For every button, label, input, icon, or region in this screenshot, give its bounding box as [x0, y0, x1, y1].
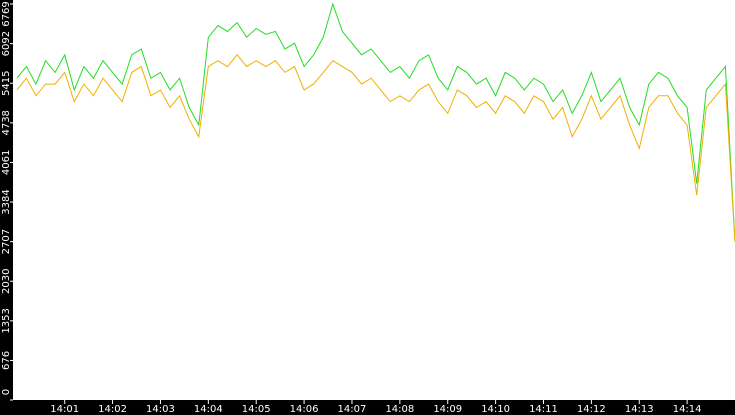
x-tick-label: 14:04 — [194, 404, 223, 415]
y-tick-label: 3384 — [1, 189, 12, 214]
y-tick-label: 4061 — [1, 150, 12, 175]
x-tick-label: 14:09 — [433, 404, 462, 415]
x-tick-label: 14:14 — [673, 404, 702, 415]
x-tick-label: 14:11 — [529, 404, 558, 415]
series-line — [16, 54, 735, 243]
y-tick-label: 2030 — [1, 269, 12, 294]
y-tick-label: 1353 — [1, 308, 12, 333]
x-tick-label: 14:12 — [577, 404, 606, 415]
y-tick-label: 4738 — [1, 110, 12, 135]
x-tick-label: 14:07 — [338, 404, 367, 415]
plot-area — [13, 0, 735, 400]
x-tick-label: 14:06 — [290, 404, 319, 415]
y-tick-label: 676 — [1, 351, 12, 370]
x-tick-label: 14:02 — [98, 404, 127, 415]
x-tick-label: 14:01 — [50, 404, 79, 415]
y-tick-label: 6769 — [1, 1, 12, 26]
x-tick-label: 14:10 — [481, 404, 510, 415]
y-tick-label: 5415 — [1, 70, 12, 95]
x-tick-label: 14:13 — [625, 404, 654, 415]
y-tick-label: 2707 — [1, 229, 12, 254]
series-line — [16, 2, 735, 243]
x-tick-label: 14:05 — [242, 404, 271, 415]
y-tick-label: 0 — [1, 389, 12, 395]
x-tick-label: 14:03 — [146, 404, 175, 415]
y-tick-label: 6092 — [1, 31, 12, 56]
x-tick-label: 14:08 — [385, 404, 414, 415]
